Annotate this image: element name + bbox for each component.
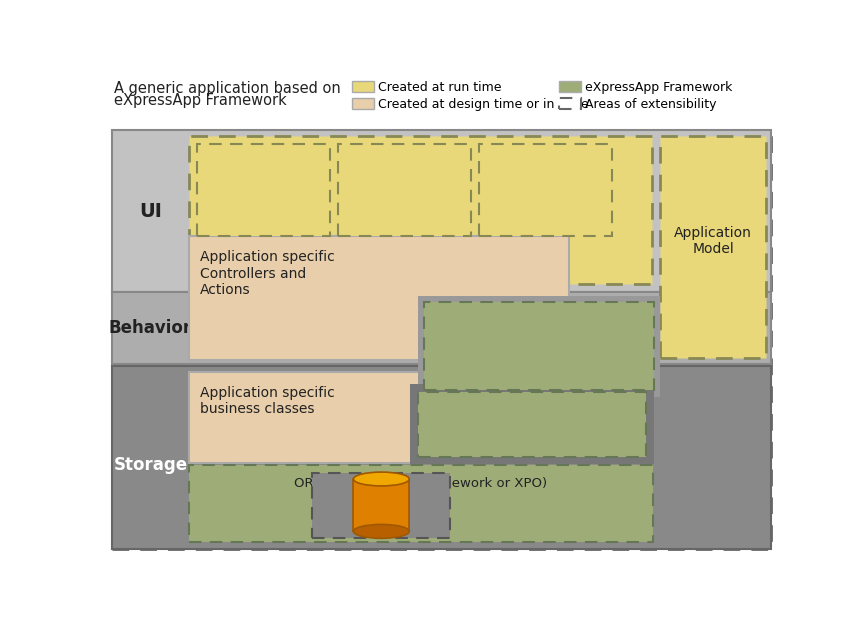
Bar bbox=[418, 296, 660, 397]
Bar bbox=[112, 130, 771, 292]
Text: ORM Layer (Entity Framework or XPO): ORM Layer (Entity Framework or XPO) bbox=[294, 477, 547, 490]
Bar bbox=[558, 81, 579, 92]
Text: Views / UI Controls: Views / UI Controls bbox=[346, 190, 462, 203]
Bar bbox=[196, 144, 330, 237]
Bar bbox=[353, 479, 409, 531]
Ellipse shape bbox=[353, 472, 409, 486]
Text: Storage: Storage bbox=[113, 456, 187, 474]
Bar bbox=[410, 384, 653, 464]
Bar bbox=[189, 372, 652, 463]
Bar bbox=[351, 81, 373, 92]
Bar bbox=[112, 292, 771, 363]
Text: Application
Model: Application Model bbox=[673, 226, 751, 256]
Bar bbox=[418, 392, 646, 457]
Text: Created at run time: Created at run time bbox=[378, 81, 501, 94]
Bar bbox=[351, 98, 373, 108]
Text: A generic application based on: A generic application based on bbox=[114, 81, 340, 96]
Text: UI: UI bbox=[139, 202, 162, 221]
Bar bbox=[312, 473, 449, 538]
Text: ASP.NET  WebForms: ASP.NET WebForms bbox=[483, 155, 607, 168]
Bar bbox=[189, 237, 568, 359]
Ellipse shape bbox=[353, 525, 409, 538]
Text: Areas of extensibility: Areas of extensibility bbox=[585, 98, 715, 111]
Text: Created at design time or in code: Created at design time or in code bbox=[378, 98, 588, 111]
Text: ASP.NET Core Blazor: ASP.NET Core Blazor bbox=[341, 155, 468, 168]
Bar bbox=[312, 473, 449, 538]
Text: Business Class Library: Business Class Library bbox=[454, 417, 609, 431]
Bar bbox=[112, 130, 771, 549]
Text: Controller & Action Library: Controller & Action Library bbox=[446, 339, 630, 353]
Text: Views / UI Controls: Views / UI Controls bbox=[486, 190, 604, 203]
Bar bbox=[479, 144, 611, 237]
Bar bbox=[189, 136, 651, 284]
Text: Behavior: Behavior bbox=[108, 319, 192, 336]
Bar bbox=[189, 465, 652, 542]
Bar bbox=[558, 98, 579, 108]
Bar bbox=[112, 366, 771, 549]
Text: Application specific
Controllers and
Actions: Application specific Controllers and Act… bbox=[200, 250, 334, 297]
Bar bbox=[338, 144, 471, 237]
Text: eXpressApp Framework: eXpressApp Framework bbox=[114, 93, 287, 108]
Text: Views / UI Controls: Views / UI Controls bbox=[205, 190, 322, 203]
Text: Application specific
business classes: Application specific business classes bbox=[200, 386, 334, 416]
Bar bbox=[660, 136, 765, 358]
Bar bbox=[424, 302, 653, 391]
Text: Windows Forms: Windows Forms bbox=[214, 155, 312, 168]
Text: eXpressApp Framework: eXpressApp Framework bbox=[585, 81, 732, 94]
